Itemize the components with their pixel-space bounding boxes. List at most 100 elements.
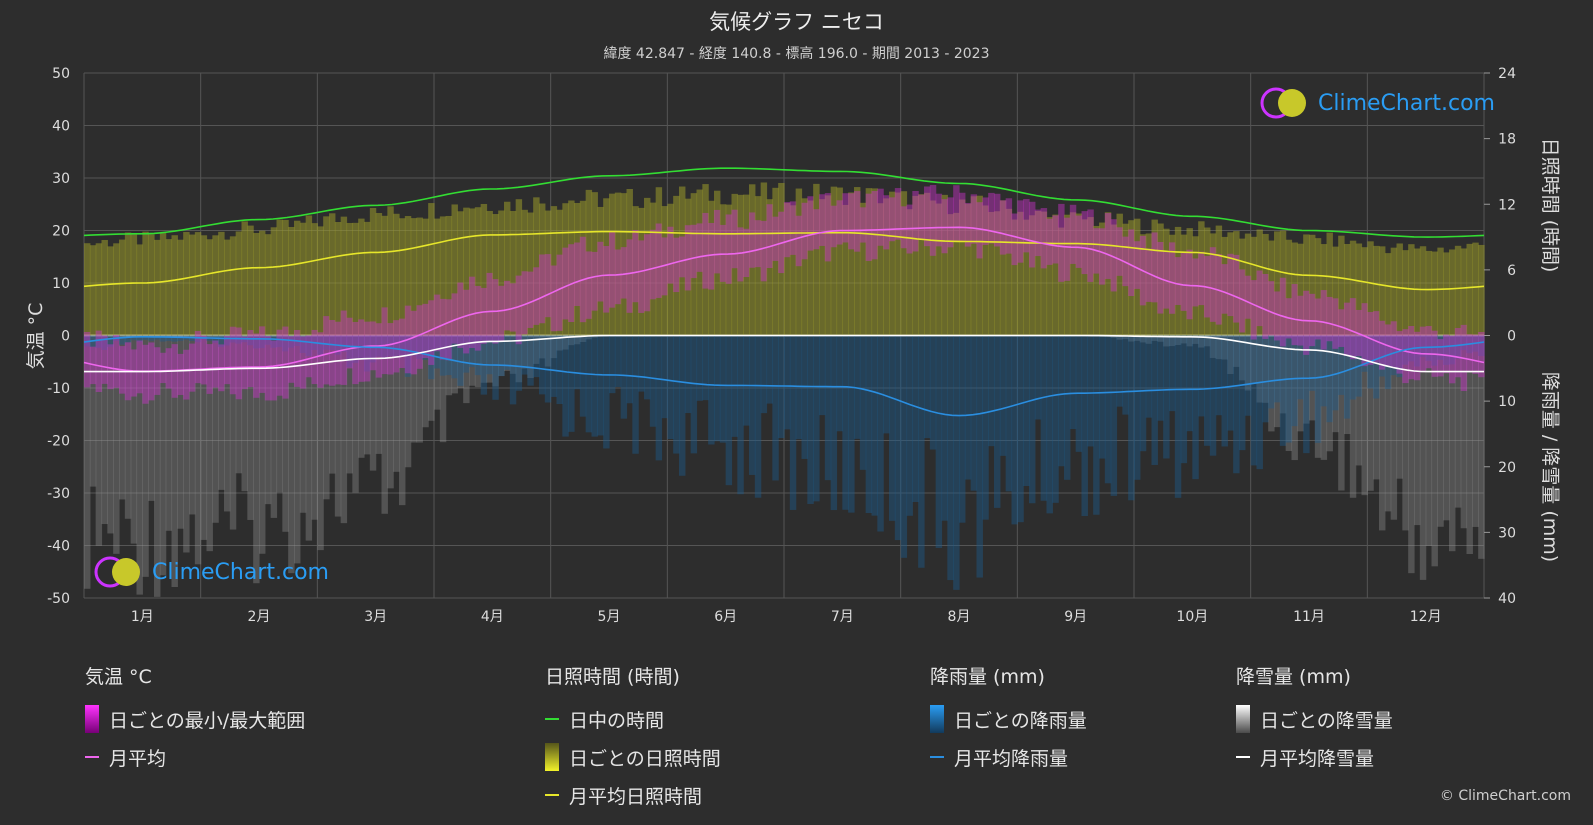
temp-range-bar — [1122, 236, 1129, 287]
month-tick-label: 9月 — [1064, 609, 1087, 625]
snow-bar — [142, 335, 149, 577]
temp-range-bar — [1046, 218, 1053, 265]
sunshine-bar — [422, 218, 429, 336]
rain-bar — [1005, 335, 1013, 492]
sunshine-bar — [754, 196, 762, 336]
rain-bar — [1122, 335, 1129, 415]
temp-avg-swatch — [85, 756, 99, 758]
temp-range-bar — [352, 321, 359, 385]
rain-bar — [1134, 335, 1141, 480]
temp-range-bar — [749, 212, 756, 268]
sunshine-bar — [883, 198, 890, 336]
temp-range-bar — [247, 330, 254, 388]
rain-bar — [1303, 335, 1310, 454]
sunshine-bar — [486, 210, 493, 336]
temp-range-bar — [235, 327, 243, 400]
temp-range-bar — [474, 285, 482, 351]
snow-bar — [1145, 335, 1153, 344]
snow-bar — [323, 335, 330, 500]
rain-bar — [1040, 335, 1048, 501]
sunshine-bar — [393, 213, 400, 336]
snow-bar — [504, 335, 511, 371]
snow-bar — [1151, 335, 1158, 341]
temp-range-bar — [1291, 284, 1298, 346]
rain-bar — [1110, 335, 1118, 496]
temp-range-bar — [189, 343, 196, 392]
rain-bar — [644, 335, 651, 400]
daylight-swatch — [545, 718, 559, 720]
rain-bar — [649, 335, 657, 427]
temp-range-bar — [1087, 209, 1094, 282]
temp-tick-label: 30 — [52, 171, 70, 187]
temp-range-bar — [1349, 298, 1357, 360]
temp-range-bar — [393, 320, 400, 373]
sunshine-bar — [247, 225, 254, 336]
rain-bar — [346, 335, 353, 368]
rain-bar — [912, 335, 919, 502]
rain-bar — [1390, 335, 1398, 376]
sunshine-bar — [1087, 217, 1094, 336]
temp-tick-label: -30 — [47, 486, 70, 502]
rain-bar — [970, 335, 978, 491]
temp-range-bar — [591, 251, 598, 311]
snow-bar — [183, 335, 190, 553]
temp-range-bar — [1209, 247, 1217, 322]
sunshine-bar — [369, 207, 377, 336]
snow-bar — [253, 335, 260, 584]
sunshine-bar — [1034, 210, 1042, 336]
temp-range-bar — [585, 251, 593, 319]
rain-bar — [1186, 335, 1193, 432]
sunshine-bar — [1431, 251, 1438, 336]
temp-range-bar — [789, 201, 797, 255]
sunshine-bar — [819, 199, 826, 336]
temp-range-bar — [1040, 208, 1048, 269]
temp-range-bar — [1390, 321, 1398, 368]
temp-range-bar — [614, 249, 622, 305]
sunshine-bar — [626, 189, 633, 336]
rain-bar — [1344, 335, 1351, 419]
rain-bar — [673, 335, 680, 454]
sunshine-bar — [702, 184, 709, 336]
sunshine-bar — [1128, 220, 1135, 336]
temp-range-bar — [1081, 211, 1088, 275]
temp-range-bar — [982, 197, 989, 245]
temp-range-bar — [1069, 204, 1077, 264]
sunshine-bar — [912, 195, 919, 336]
snow-bar — [527, 335, 534, 379]
rain-bar — [288, 335, 295, 348]
rain-bar — [1268, 335, 1275, 409]
rain-bar — [416, 335, 423, 359]
temp-range-bar — [609, 231, 616, 308]
snow-bar — [404, 335, 412, 468]
rain-bar — [906, 335, 913, 516]
snow-bar — [1110, 335, 1118, 338]
logo-bottom[interactable]: ClimeChart.com — [92, 555, 329, 589]
snow-bar — [369, 335, 377, 471]
rain-bar — [1221, 335, 1228, 447]
temp-range-bar — [941, 199, 948, 254]
temp-range-bar — [649, 229, 657, 300]
snow-bar — [136, 335, 143, 595]
sunshine-bar — [784, 202, 791, 336]
snow-bar — [299, 335, 307, 513]
sunshine-bar — [1040, 211, 1048, 336]
temp-range-bar — [918, 194, 925, 239]
temp-range-bar — [1443, 334, 1450, 374]
sunshine-bar — [101, 239, 108, 336]
temp-range-bar — [597, 241, 604, 302]
rain-bar — [708, 335, 715, 445]
sunshine-bar — [1233, 231, 1240, 336]
snow-bar — [264, 335, 272, 505]
left-axis-label: 気温 °C — [25, 303, 47, 370]
temp-range-bar — [632, 230, 639, 303]
temp-range-bar — [1116, 227, 1123, 276]
logo-top[interactable]: ClimeChart.com — [1258, 86, 1495, 120]
sunshine-bar — [1064, 214, 1071, 336]
rain-bar — [539, 335, 546, 395]
rain-bar — [1029, 335, 1036, 504]
sunshine-bar — [1163, 228, 1170, 336]
snow-bar — [521, 335, 528, 369]
snow-bar — [159, 335, 167, 576]
temp-range-bar — [1373, 311, 1380, 363]
sunshine-bar — [136, 244, 143, 336]
